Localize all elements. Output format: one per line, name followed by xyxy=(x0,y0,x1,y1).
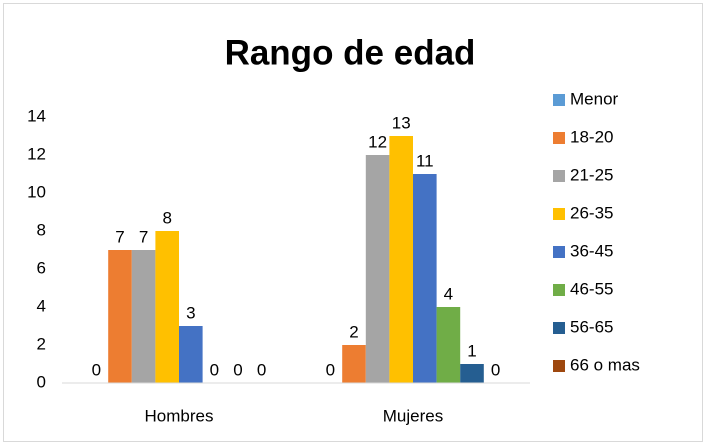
data-label: 7 xyxy=(139,227,148,246)
bar xyxy=(131,250,156,383)
y-tick-label: 6 xyxy=(37,258,46,277)
data-label: 0 xyxy=(233,360,242,379)
data-label: 8 xyxy=(162,208,171,227)
legend-swatch xyxy=(553,208,565,220)
data-label: 3 xyxy=(186,303,195,322)
data-label: 0 xyxy=(210,360,219,379)
legend-label: 21-25 xyxy=(570,165,613,184)
bar xyxy=(436,307,461,383)
legend-label: 66 o mas xyxy=(570,355,640,374)
legend-label: Menor xyxy=(570,89,619,108)
data-label: 0 xyxy=(92,360,101,379)
bar xyxy=(155,231,179,383)
bar xyxy=(365,155,390,383)
y-tick-label: 0 xyxy=(37,372,46,391)
data-label: 0 xyxy=(257,360,266,379)
legend-swatch xyxy=(553,284,565,296)
legend-swatch xyxy=(553,94,565,106)
legend-label: 18-20 xyxy=(570,127,613,146)
data-label: 2 xyxy=(349,322,358,341)
data-label: 13 xyxy=(392,113,411,132)
x-tick-label: Hombres xyxy=(145,406,214,425)
bar xyxy=(179,326,203,383)
bar xyxy=(413,174,437,383)
y-tick-label: 2 xyxy=(37,334,46,353)
y-tick-label: 4 xyxy=(37,296,46,315)
bar xyxy=(389,136,413,383)
legend-label: 46-55 xyxy=(570,279,613,298)
bar xyxy=(108,250,132,383)
bar xyxy=(460,364,484,383)
chart-title: Rango de edad xyxy=(225,33,476,72)
legend-label: 56-65 xyxy=(570,317,613,336)
data-label: 11 xyxy=(416,151,434,170)
y-tick-label: 8 xyxy=(37,220,46,239)
legend-label: 26-35 xyxy=(570,203,613,222)
data-label: 7 xyxy=(115,227,124,246)
bar xyxy=(342,345,366,383)
data-label: 1 xyxy=(467,341,476,360)
y-tick-label: 10 xyxy=(27,182,46,201)
data-label: 0 xyxy=(491,360,500,379)
legend-swatch xyxy=(553,246,565,258)
y-tick-label: 14 xyxy=(27,106,46,125)
y-tick-label: 12 xyxy=(27,144,46,163)
data-label: 0 xyxy=(326,360,335,379)
legend-label: 36-45 xyxy=(570,241,613,260)
data-label: 12 xyxy=(368,132,387,151)
x-tick-label: Mujeres xyxy=(383,406,443,425)
legend-swatch xyxy=(553,170,565,182)
data-label: 4 xyxy=(444,284,453,303)
legend-swatch xyxy=(553,322,565,334)
legend-swatch xyxy=(553,360,565,372)
legend-swatch xyxy=(553,132,565,144)
